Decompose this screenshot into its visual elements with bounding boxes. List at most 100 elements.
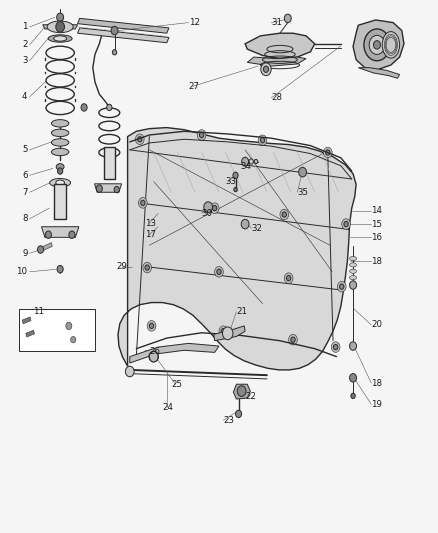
Circle shape bbox=[369, 35, 385, 54]
Text: 18: 18 bbox=[371, 378, 382, 387]
Circle shape bbox=[111, 26, 118, 35]
Ellipse shape bbox=[149, 351, 159, 362]
Circle shape bbox=[135, 134, 144, 144]
Circle shape bbox=[299, 167, 307, 177]
Polygon shape bbox=[43, 25, 78, 29]
Text: 34: 34 bbox=[241, 163, 252, 171]
Text: 22: 22 bbox=[245, 392, 256, 401]
Circle shape bbox=[149, 323, 154, 328]
Circle shape bbox=[233, 172, 238, 179]
Text: 21: 21 bbox=[237, 307, 247, 316]
Circle shape bbox=[212, 206, 217, 211]
Circle shape bbox=[96, 185, 102, 192]
Ellipse shape bbox=[56, 180, 64, 185]
Circle shape bbox=[282, 212, 286, 217]
Circle shape bbox=[323, 147, 332, 158]
Circle shape bbox=[234, 188, 237, 192]
Circle shape bbox=[81, 104, 87, 111]
Ellipse shape bbox=[51, 148, 69, 156]
Circle shape bbox=[242, 157, 249, 166]
Polygon shape bbox=[42, 227, 79, 237]
Polygon shape bbox=[40, 243, 52, 252]
Circle shape bbox=[374, 41, 381, 49]
Ellipse shape bbox=[350, 256, 357, 261]
Circle shape bbox=[249, 159, 253, 164]
Circle shape bbox=[351, 393, 355, 399]
Circle shape bbox=[38, 246, 44, 253]
Circle shape bbox=[280, 209, 289, 220]
Text: 27: 27 bbox=[188, 82, 200, 91]
Circle shape bbox=[199, 132, 204, 138]
Text: 8: 8 bbox=[22, 214, 28, 223]
Bar bbox=[19, 309, 95, 351]
Ellipse shape bbox=[51, 129, 69, 136]
Polygon shape bbox=[22, 317, 31, 324]
Circle shape bbox=[325, 150, 330, 155]
Circle shape bbox=[284, 14, 291, 22]
Text: 20: 20 bbox=[371, 320, 382, 329]
Text: 31: 31 bbox=[271, 18, 282, 27]
Circle shape bbox=[286, 276, 291, 281]
Ellipse shape bbox=[48, 35, 72, 42]
Text: 32: 32 bbox=[252, 224, 263, 233]
Circle shape bbox=[258, 135, 267, 146]
Text: 9: 9 bbox=[22, 249, 28, 258]
Text: 5: 5 bbox=[22, 146, 28, 155]
Text: 14: 14 bbox=[371, 206, 382, 215]
Polygon shape bbox=[245, 33, 315, 59]
Circle shape bbox=[149, 351, 158, 362]
Ellipse shape bbox=[350, 263, 357, 267]
Circle shape bbox=[125, 366, 134, 377]
Text: 2: 2 bbox=[22, 41, 28, 50]
Circle shape bbox=[141, 200, 145, 206]
Ellipse shape bbox=[350, 276, 357, 280]
Text: 19: 19 bbox=[371, 400, 382, 409]
Bar bbox=[54, 184, 66, 219]
Circle shape bbox=[57, 168, 63, 174]
Circle shape bbox=[364, 29, 390, 61]
Circle shape bbox=[337, 281, 346, 292]
Text: 18: 18 bbox=[371, 257, 382, 265]
Text: 4: 4 bbox=[22, 92, 28, 101]
Polygon shape bbox=[95, 184, 121, 192]
Circle shape bbox=[223, 327, 233, 340]
Text: 26: 26 bbox=[149, 347, 160, 356]
Text: 33: 33 bbox=[226, 177, 237, 186]
Polygon shape bbox=[247, 57, 306, 66]
Polygon shape bbox=[353, 20, 404, 70]
Ellipse shape bbox=[49, 179, 71, 187]
Text: 28: 28 bbox=[271, 93, 282, 102]
Text: 13: 13 bbox=[145, 219, 156, 228]
Circle shape bbox=[107, 104, 112, 111]
Polygon shape bbox=[78, 28, 169, 43]
Polygon shape bbox=[358, 68, 399, 78]
Text: 23: 23 bbox=[223, 416, 234, 425]
Circle shape bbox=[339, 284, 344, 289]
Circle shape bbox=[69, 231, 75, 238]
Circle shape bbox=[254, 159, 258, 164]
Polygon shape bbox=[130, 343, 219, 363]
Ellipse shape bbox=[47, 21, 73, 33]
Circle shape bbox=[219, 326, 228, 336]
Circle shape bbox=[71, 336, 76, 343]
Circle shape bbox=[215, 266, 223, 277]
Polygon shape bbox=[214, 326, 245, 341]
Text: 16: 16 bbox=[371, 233, 382, 242]
Circle shape bbox=[260, 138, 265, 143]
Circle shape bbox=[210, 203, 219, 214]
Text: 6: 6 bbox=[22, 171, 28, 180]
Text: 25: 25 bbox=[171, 379, 182, 389]
Ellipse shape bbox=[56, 164, 64, 170]
Circle shape bbox=[217, 269, 221, 274]
Circle shape bbox=[145, 265, 149, 270]
Circle shape bbox=[204, 202, 212, 213]
Circle shape bbox=[284, 273, 293, 284]
Polygon shape bbox=[118, 127, 356, 370]
Bar bbox=[104, 147, 115, 179]
Circle shape bbox=[342, 219, 350, 229]
Circle shape bbox=[138, 198, 147, 208]
Circle shape bbox=[66, 322, 72, 329]
Circle shape bbox=[56, 21, 64, 32]
Circle shape bbox=[331, 342, 340, 352]
Text: 29: 29 bbox=[117, 262, 127, 271]
